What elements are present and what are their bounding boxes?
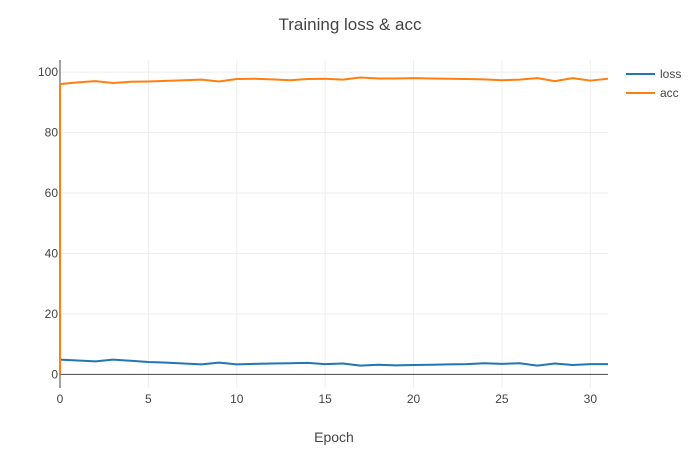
legend-label: acc [660, 86, 679, 100]
y-tick-label: 0 [51, 367, 58, 381]
x-axis-title: Epoch [314, 429, 354, 445]
x-tick-label: 25 [495, 392, 509, 406]
chart-title: Training loss & acc [279, 15, 422, 34]
x-tick-label: 0 [57, 392, 64, 406]
x-tick-label: 30 [584, 392, 598, 406]
y-tick-label: 80 [45, 126, 59, 140]
tick-labels: 0 5 10 15 20 25 30 0 20 40 60 80 100 [38, 65, 597, 406]
series-lines [59, 76, 609, 375]
y-tick-label: 40 [45, 246, 59, 260]
y-tick-label: 20 [45, 307, 59, 321]
y-tick-label: 60 [45, 186, 59, 200]
x-tick-label: 10 [230, 392, 244, 406]
legend[interactable]: loss acc [626, 67, 681, 100]
series-line-loss [59, 358, 608, 367]
axes [59, 60, 608, 388]
grid-lines [60, 60, 608, 388]
x-tick-label: 5 [145, 392, 152, 406]
legend-item-loss[interactable]: loss [626, 67, 681, 81]
x-tick-label: 20 [407, 392, 421, 406]
legend-item-acc[interactable]: acc [626, 86, 679, 100]
legend-label: loss [660, 67, 681, 81]
x-tick-label: 15 [318, 392, 332, 406]
series-line-acc [59, 76, 609, 375]
y-tick-label: 100 [38, 65, 58, 79]
